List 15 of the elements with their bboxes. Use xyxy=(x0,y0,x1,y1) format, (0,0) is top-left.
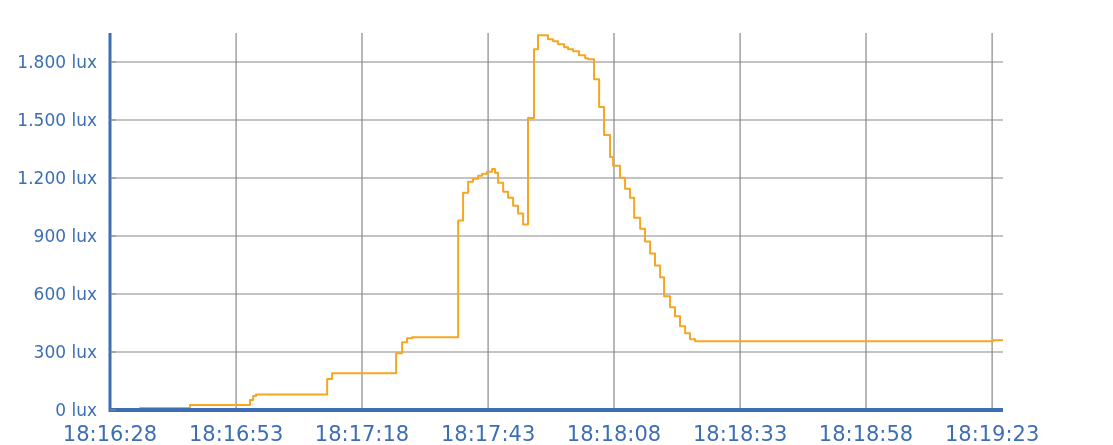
y-tick-label: 900 lux xyxy=(33,225,97,246)
x-tick-label: 18:16:53 xyxy=(188,422,284,445)
x-tick-label: 18:18:58 xyxy=(818,422,914,445)
x-tick-label: 18:17:18 xyxy=(314,422,410,445)
y-tick-label: 1.500 lux xyxy=(17,109,97,130)
y-tick-label: 600 lux xyxy=(33,283,97,304)
x-tick-label: 18:16:28 xyxy=(62,422,158,445)
y-tick-label: 1.200 lux xyxy=(17,167,97,188)
y-tick-label: 1.800 lux xyxy=(17,51,97,72)
x-tick-label: 18:19:23 xyxy=(944,422,1040,445)
y-tick-label: 300 lux xyxy=(33,341,97,362)
x-tick-label: 18:18:08 xyxy=(566,422,662,445)
x-tick-label: 18:18:33 xyxy=(692,422,788,445)
y-tick-label: 0 lux xyxy=(55,399,97,420)
x-tick-label: 18:17:43 xyxy=(440,422,536,445)
